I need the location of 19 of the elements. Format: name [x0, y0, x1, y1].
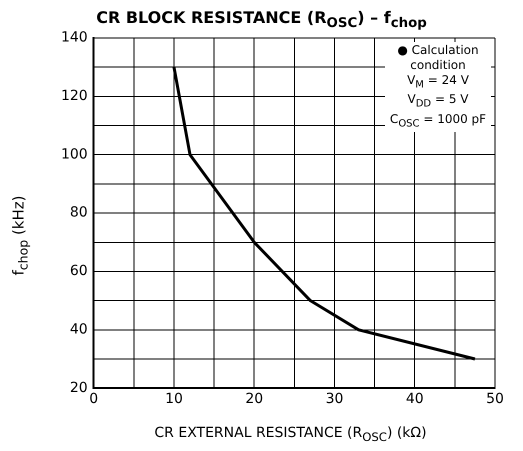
annotation: V$_{DD}$ = 5 V [408, 92, 468, 110]
y-tick-label: 60 [70, 263, 88, 280]
y-tick-label: 20 [70, 380, 88, 396]
x-tick-label: 30 [326, 391, 344, 408]
y-tick-label: 120 [60, 88, 88, 104]
chart-title: CR BLOCK RESISTANCE (R$_{OSC}$) – f$_{chop}$ [95, 8, 428, 32]
annotation: V$_{M}$ = 24 V [407, 73, 469, 90]
annotation: C$_{OSC}$ = 1000 pF [390, 112, 486, 130]
x-tick-label: 40 [406, 391, 424, 408]
annotation: ● Calculation condition [397, 43, 479, 72]
x-axis-title: CR EXTERNAL RESISTANCE (R$_{OSC}$) (kΩ) [153, 425, 428, 444]
y-tick-label: 100 [60, 146, 88, 162]
x-tick-label: 0 [89, 391, 98, 408]
y-tick-label: 40 [70, 321, 88, 338]
x-tick-label: 50 [486, 391, 504, 408]
x-tick-label: 20 [245, 391, 264, 408]
y-tick-label: 80 [70, 204, 88, 221]
x-tick-label: 10 [165, 391, 183, 408]
y-tick-label: 140 [60, 30, 88, 46]
